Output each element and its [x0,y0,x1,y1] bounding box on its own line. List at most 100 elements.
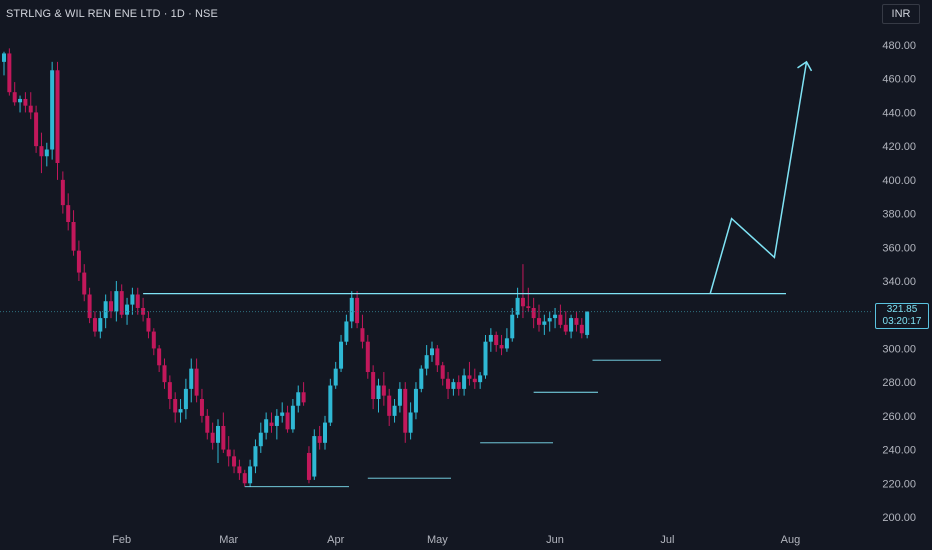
candle [264,412,269,440]
candle [339,334,344,373]
candle [162,358,167,389]
price-tick-label: 260.00 [882,411,916,423]
candle-body [264,419,269,433]
candle [66,193,71,231]
candles-layer [2,48,590,487]
candle [290,399,295,433]
time-tick-label: Jun [546,534,564,546]
candle [333,361,338,389]
candle-body [274,415,279,426]
price-tick-label: 340.00 [882,276,916,288]
candle-body [71,222,76,251]
candle [146,311,151,339]
candle-body [579,324,584,334]
candle-body [424,355,429,369]
candle-body [558,314,563,325]
bar-countdown: 03:20:17 [882,315,922,327]
candle [135,287,140,315]
candle [504,328,509,352]
candle [285,405,290,433]
candle-body [183,388,188,410]
candle-body [50,70,55,150]
candle [301,382,306,406]
candle-body [205,415,210,433]
candle [446,372,451,399]
candle [360,314,365,349]
candle-body [317,436,322,443]
candle-body [355,297,360,324]
price-tick-label: 220.00 [882,478,916,490]
candle-body [55,70,60,163]
price-tick-label: 460.00 [882,74,916,86]
candle-body [328,385,333,423]
candle-body [2,53,6,62]
candle [60,171,65,214]
candle [563,311,568,335]
candle [71,210,76,256]
candle-body [66,205,71,222]
price-tick-label: 400.00 [882,175,916,187]
candle-body [162,365,167,383]
candle-body [157,348,162,366]
candle-body [125,304,130,315]
candle-body [403,388,408,433]
symbol-title: STRLNG & WIL REN ENE LTD · 1D · NSE [6,8,218,20]
candle-body [440,365,445,379]
candle [376,378,381,413]
candle [317,425,322,450]
candle [232,449,237,474]
candle [478,372,483,389]
candle [167,375,172,410]
currency-button[interactable]: INR [882,4,920,24]
time-tick-label: Mar [219,534,238,546]
candle [173,392,178,423]
candle-body [526,306,531,308]
candle [585,311,590,339]
price-tick-label: 480.00 [882,40,916,52]
candle [488,328,493,352]
candle [381,372,386,406]
candle-body [232,456,237,467]
time-tick-label: Feb [112,534,131,546]
candle [12,82,17,106]
candle-body [504,338,509,349]
candle [344,314,349,346]
candle-body [237,466,242,474]
candle [226,436,231,467]
candle-body [76,250,81,273]
candle [542,314,547,335]
candle-body [392,405,397,416]
candle [328,378,333,426]
time-tick-label: Jul [660,534,674,546]
candle [467,361,472,386]
candle-body [531,307,536,319]
candle [92,311,97,337]
candle-body [173,399,178,413]
candle [280,402,285,423]
candle-body [60,179,65,206]
candle [119,284,124,319]
candle-body [135,294,140,308]
candle [413,382,418,420]
candle-body [472,378,477,383]
time-axis[interactable]: Feb Mar Apr May Jun Jul Aug [112,534,800,546]
candle-body [39,146,44,157]
candle [424,345,429,376]
candle-body [413,388,418,413]
candle-body [290,405,295,430]
price-axis[interactable]: 200.00220.00240.00260.00280.00300.00320.… [882,40,916,524]
candle-body [323,422,327,443]
candle-body [280,412,285,416]
candle-body [451,382,456,389]
candle-body [483,341,488,376]
candle [510,307,515,342]
candle [553,307,558,329]
candle [419,365,424,393]
candle [531,297,536,329]
candle [183,378,188,420]
candle-body [435,348,440,366]
time-tick-label: May [427,534,448,546]
candle [55,61,60,180]
candle-body [488,334,493,342]
